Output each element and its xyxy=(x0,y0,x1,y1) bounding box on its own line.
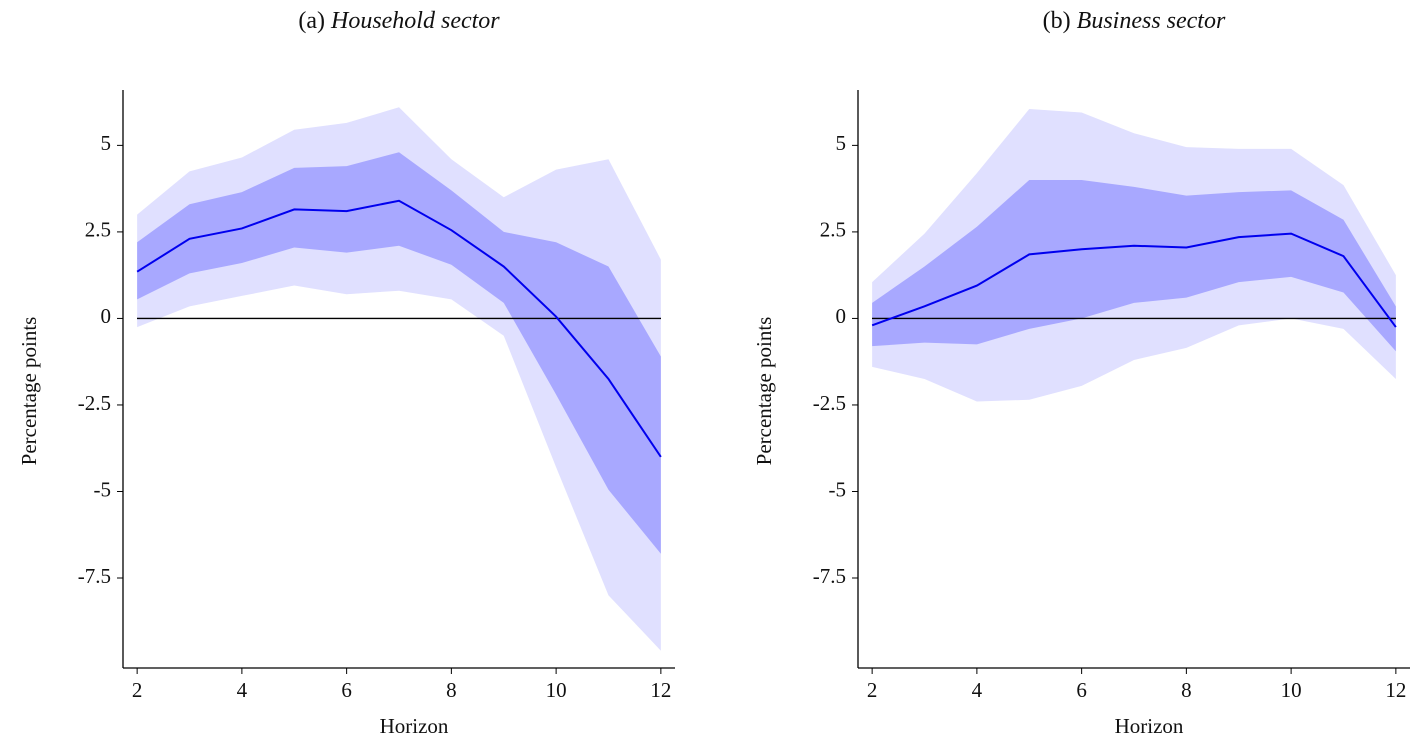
panel-label: (a) xyxy=(298,8,325,34)
y-tick-label: 0 xyxy=(836,304,847,328)
x-axis-label: Horizon xyxy=(1115,714,1184,738)
y-tick-label: 0 xyxy=(101,304,112,328)
y-tick-label: 2.5 xyxy=(820,218,846,242)
x-tick-label: 10 xyxy=(546,678,567,702)
x-tick-label: 10 xyxy=(1281,678,1302,702)
chart-panel: (a) Household sector 5 2.5 0 -2.5 -5 -7.5 2 4 6 8 1… xyxy=(17,8,675,738)
confidence-band xyxy=(872,179,1396,352)
x-tick-label: 6 xyxy=(341,678,352,702)
x-tick-label: 2 xyxy=(132,678,143,702)
x-tick-label: 8 xyxy=(446,678,457,702)
chart-title: (b) Business sector xyxy=(1043,8,1226,34)
y-tick-label: -7.5 xyxy=(813,564,846,588)
x-axis-label: Horizon xyxy=(380,714,449,738)
panel-label: (b) xyxy=(1043,8,1071,34)
x-tick-label: 8 xyxy=(1181,678,1192,702)
y-tick-label: 2.5 xyxy=(85,218,111,242)
series-line xyxy=(871,232,1397,328)
y-tick-label: -2.5 xyxy=(78,391,111,415)
y-tick-label: 5 xyxy=(101,131,112,155)
x-tick-label: 2 xyxy=(867,678,878,702)
y-tick-label: -5 xyxy=(94,477,112,501)
y-axis-label: Percentage points xyxy=(752,317,776,466)
x-tick-label: 4 xyxy=(237,678,248,702)
y-axis-label: Percentage points xyxy=(17,317,41,466)
x-tick-label: 4 xyxy=(972,678,983,702)
x-tick-label: 12 xyxy=(1385,678,1406,702)
x-tick-label: 6 xyxy=(1076,678,1087,702)
title-text: Household sector xyxy=(330,8,500,34)
y-tick-label: -2.5 xyxy=(813,391,846,415)
y-tick-label: -5 xyxy=(829,477,847,501)
series-line xyxy=(136,199,662,458)
y-tick-label: 5 xyxy=(836,131,847,155)
title-text: Business sector xyxy=(1077,8,1226,34)
chart-title: (a) Household sector xyxy=(298,8,500,34)
y-tick-label: -7.5 xyxy=(78,564,111,588)
chart-panel: (b) Business sector 5 2.5 0 -2.5 -5 -7.5 2 4 6 8 10… xyxy=(752,8,1410,738)
confidence-band xyxy=(137,152,661,554)
x-tick-label: 12 xyxy=(650,678,671,702)
